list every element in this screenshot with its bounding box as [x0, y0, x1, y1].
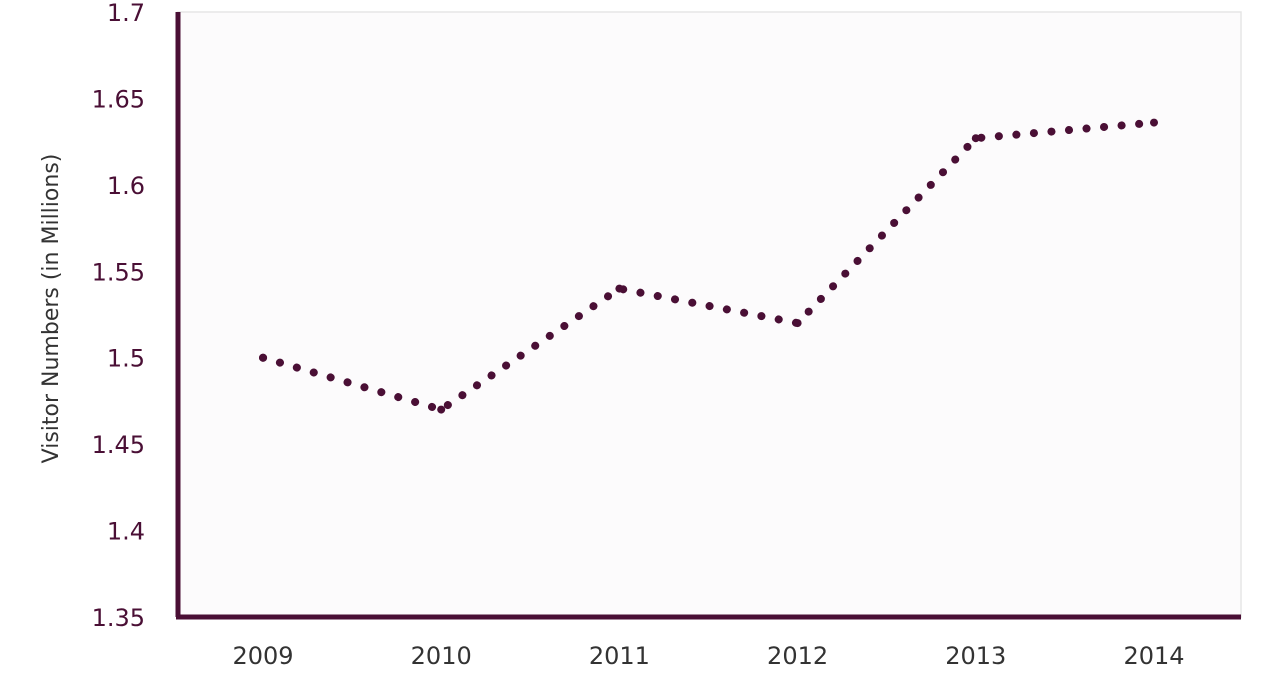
y-tick-label: 1.7: [107, 0, 145, 27]
x-tick-label: 2013: [945, 642, 1006, 670]
data-point: [259, 353, 267, 362]
x-tick-label: 2010: [411, 642, 472, 670]
series-group: [259, 118, 1158, 414]
data-point: [793, 319, 802, 328]
y-tick-label: 1.4: [107, 518, 145, 546]
x-axis-ticks: 2009 2010 2011 2012 2013 2014: [232, 642, 1184, 670]
x-tick-label: 2011: [589, 642, 650, 670]
y-tick-label: 1.65: [92, 85, 145, 113]
y-axis-ticks: 1.35 1.4 1.45 1.5 1.55 1.6 1.65 1.7: [92, 0, 145, 632]
y-tick-label: 1.45: [92, 431, 145, 459]
data-point: [615, 284, 624, 293]
series-line: [259, 118, 1158, 414]
y-axis-title: Visitor Numbers (in Millions): [39, 154, 64, 464]
y-tick-label: 1.6: [107, 172, 145, 200]
y-tick-label: 1.55: [92, 258, 145, 286]
x-tick-label: 2012: [767, 642, 828, 670]
plot-area: [177, 11, 1242, 618]
y-tick-label: 1.5: [107, 345, 145, 373]
y-tick-label: 1.35: [92, 604, 145, 632]
data-point: [1150, 118, 1158, 127]
data-point: [971, 134, 980, 143]
x-tick-label: 2009: [232, 642, 293, 670]
data-point: [437, 405, 446, 414]
x-tick-label: 2014: [1123, 642, 1184, 670]
